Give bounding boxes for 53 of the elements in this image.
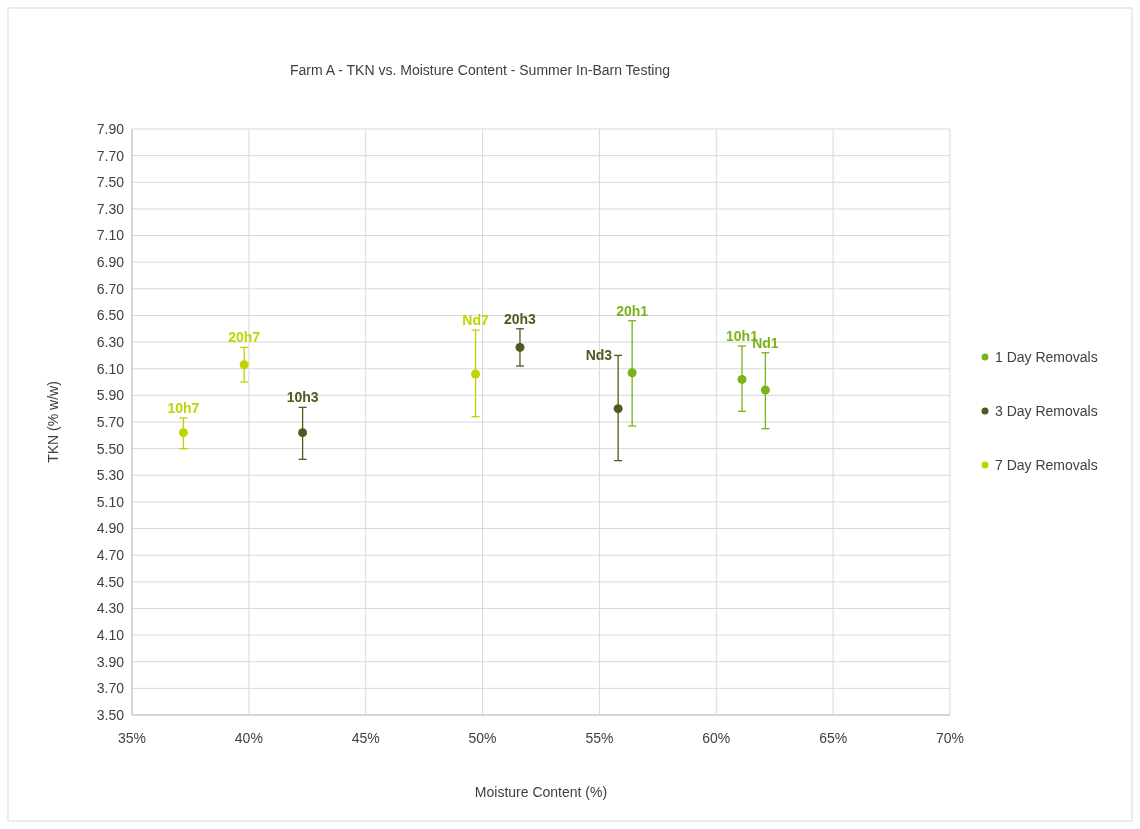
y-tick-label: 3.50 <box>96 706 125 723</box>
x-tick-label: 65% <box>819 730 848 746</box>
x-tick-label: 70% <box>935 730 965 746</box>
y-tick-label: 3.70 <box>96 680 125 697</box>
point <box>737 374 747 384</box>
x-tick-label: 55% <box>585 730 614 746</box>
annotation: Nd3 <box>585 347 613 364</box>
point <box>627 368 637 378</box>
y-tick-label: 4.70 <box>96 547 125 564</box>
y-tick-label: 4.50 <box>96 573 125 590</box>
y-tick-label: 7.30 <box>96 200 125 217</box>
annotation: Nd7 <box>462 312 489 329</box>
y-tick-label: 7.50 <box>96 174 125 191</box>
y-tick-label: 6.70 <box>96 280 125 297</box>
x-tick-label: 40% <box>234 730 263 746</box>
point <box>298 428 308 438</box>
y-tick-label: 6.50 <box>96 307 125 324</box>
y-tick-label: 5.30 <box>96 467 125 484</box>
y-tick-label: 5.90 <box>96 387 125 404</box>
y-tick-label: 6.30 <box>96 333 125 350</box>
x-axis-title: Moisture Content (%) <box>474 784 608 800</box>
annotation: 10h7 <box>167 400 200 416</box>
y-tick-label: 4.10 <box>96 626 125 643</box>
y-tick-label: 5.70 <box>96 413 125 430</box>
y-tick-label: 7.10 <box>96 227 125 244</box>
y-tick-label: 7.70 <box>96 147 125 164</box>
x-tick-label: 45% <box>351 730 380 746</box>
x-tick-label: 50% <box>468 730 497 746</box>
legend-label: 3 Day Removals <box>995 402 1098 419</box>
legend-label: 1 Day Removals <box>995 348 1098 365</box>
x-tick-label: 35% <box>117 730 147 746</box>
y-tick-label: 4.30 <box>96 600 125 617</box>
point <box>471 369 481 379</box>
y-tick-label: 3.90 <box>96 653 125 670</box>
chart-title: Farm A - TKN vs. Moisture Content - Summer In-Barn Testing <box>290 62 670 78</box>
y-tick-label: 5.10 <box>96 493 125 510</box>
y-axis-title: TKN (% w/w) <box>45 381 61 463</box>
legend-label: 7 Day Removals <box>995 456 1098 473</box>
y-tick-label: 6.10 <box>96 360 125 377</box>
y-tick-label: 4.90 <box>96 520 125 537</box>
annotation: 20h7 <box>228 329 261 346</box>
annotation: 10h3 <box>286 389 319 406</box>
point <box>178 428 188 438</box>
point <box>613 404 623 414</box>
y-tick-label: 5.50 <box>96 440 125 457</box>
point <box>239 360 249 370</box>
annotation: 20h1 <box>616 302 649 319</box>
annotation: 20h3 <box>504 310 537 327</box>
y-tick-label: 7.90 <box>96 120 125 137</box>
x-tick-label: 60% <box>702 730 731 746</box>
point <box>760 385 770 395</box>
y-tick-label: 6.90 <box>96 254 125 271</box>
point <box>515 342 525 352</box>
